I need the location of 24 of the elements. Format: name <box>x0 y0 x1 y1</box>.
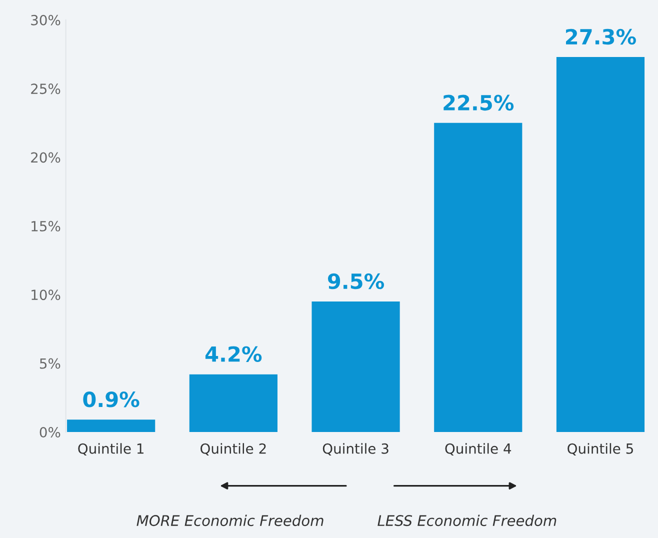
bar <box>189 374 278 432</box>
y-tick-label: 25% <box>31 84 60 94</box>
y-tick-label: 30% <box>31 14 60 26</box>
data-label: 0.9% <box>83 392 140 408</box>
x-tick-label: Quintile 3 <box>322 443 388 456</box>
bar <box>556 56 645 432</box>
x-tick-label: Quintile 4 <box>445 443 512 456</box>
data-label: 9.5% <box>328 273 384 290</box>
bar <box>67 420 156 432</box>
x-tick-label: Quintile 2 <box>200 443 266 456</box>
x-tick-label: Quintile 1 <box>78 443 144 456</box>
y-tick-label: 15% <box>32 220 60 232</box>
data-label: 22.5% <box>444 94 514 111</box>
data-label: 4.2% <box>205 346 262 362</box>
y-tick-label: 0% <box>40 426 60 438</box>
x-tick-label: Quintile 5 <box>568 443 633 456</box>
bar <box>312 302 400 432</box>
text: LESS Economic Freedom <box>378 514 556 526</box>
y-tick-label: 10% <box>32 290 60 300</box>
data-label: 27.3% <box>566 28 636 45</box>
y-tick-label: 20% <box>31 152 60 163</box>
bar <box>434 122 522 432</box>
text: MORE Economic Freedom <box>136 514 324 526</box>
y-tick-label: 5% <box>40 358 60 369</box>
